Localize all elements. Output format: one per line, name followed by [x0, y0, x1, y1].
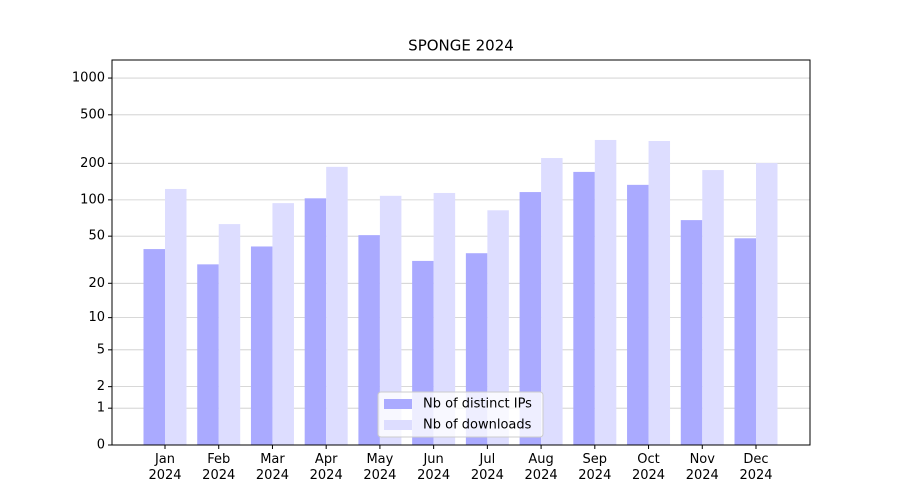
x-tick-label: Apr 2024 [309, 452, 343, 483]
bar [627, 184, 649, 446]
y-tick-label: 0 [97, 438, 105, 453]
x-tick-label: Aug 2024 [524, 452, 558, 483]
legend-swatch [384, 399, 412, 409]
y-tick-label: 1 [97, 401, 105, 416]
bar [648, 140, 671, 445]
bar [143, 249, 165, 445]
y-tick-label: 20 [88, 276, 105, 291]
bar [541, 158, 563, 446]
axes-frame [111, 59, 811, 446]
y-tick-label: 100 [80, 192, 105, 207]
bar [250, 246, 273, 445]
bar [197, 264, 219, 445]
bar [702, 170, 724, 445]
x-tick-label: Jun 2024 [417, 452, 451, 483]
y-tick-label: 2 [97, 379, 105, 394]
x-tick-label: Sep 2024 [578, 452, 612, 483]
y-tick-label: 5 [97, 342, 105, 357]
y-tick-label: 200 [80, 156, 105, 171]
x-tick-label: Jan 2024 [148, 452, 182, 483]
y-tick-label: 1000 [72, 71, 105, 86]
legend-label: Nb of distinct IPs [423, 397, 532, 412]
bar [756, 163, 778, 445]
x-tick-label: May 2024 [363, 452, 397, 483]
bar [218, 224, 241, 445]
chart-title: SPONGE 2024 [408, 37, 514, 55]
bar [594, 139, 617, 445]
x-tick-label: Feb 2024 [202, 452, 236, 483]
x-tick-label: Jul 2024 [470, 452, 504, 483]
bar [272, 203, 294, 445]
legend: Nb of distinct IPs Nb of downloads [377, 391, 544, 438]
bar [304, 198, 327, 445]
legend-label: Nb of downloads [423, 418, 532, 433]
y-tick-label: 10 [88, 310, 105, 325]
x-tick-label: Dec 2024 [739, 452, 773, 483]
bar [519, 192, 542, 445]
x-tick-label: Mar 2024 [255, 452, 289, 483]
bar [487, 210, 509, 445]
bars [143, 139, 778, 446]
x-tick-label: Oct 2024 [631, 452, 666, 483]
legend-box [377, 391, 544, 438]
y-tick-label: 50 [88, 229, 105, 244]
bar [326, 166, 348, 445]
bar [379, 195, 402, 445]
ticks: 0 1 2 5 10 20 50 100 200 500 1000 [72, 71, 757, 453]
legend-swatch [384, 420, 412, 430]
bar [358, 235, 380, 445]
bar [433, 192, 456, 445]
bar [680, 220, 703, 445]
x-tick-label: Nov 2024 [685, 452, 719, 483]
bar [734, 238, 756, 445]
bar [573, 171, 595, 446]
bar [165, 188, 187, 445]
y-tick-label: 500 [80, 107, 105, 122]
